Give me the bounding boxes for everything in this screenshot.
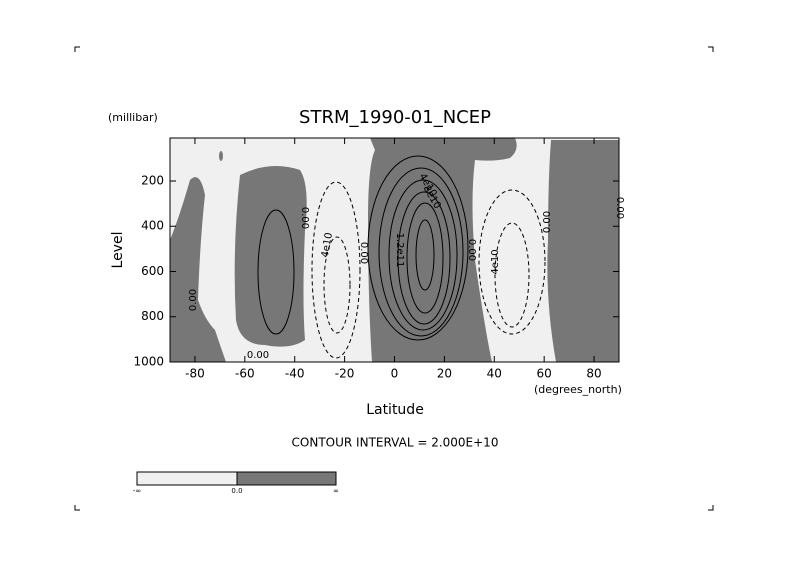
- contour-label: 0.00: [247, 350, 269, 361]
- x-tick-label: 60: [537, 367, 552, 381]
- contour-label: 0.00: [542, 211, 553, 233]
- x-label: Latitude: [366, 402, 424, 418]
- y-tick-label: 600: [141, 264, 164, 278]
- contour-label: 4e10: [320, 232, 335, 259]
- y-tick-label: 200: [141, 173, 164, 187]
- contour-label: 0.00: [614, 197, 625, 219]
- x-tick-label: 80: [586, 367, 601, 381]
- contour-label: 4e10: [490, 249, 501, 274]
- contour-label: 0.00: [358, 242, 369, 264]
- colorbar-label: -∞: [133, 487, 141, 495]
- corner-marks: [74, 46, 714, 511]
- contour-label: 1.2e11: [394, 233, 405, 268]
- contour-label: 0.00: [188, 289, 199, 311]
- x-tick-label: -60: [235, 367, 255, 381]
- x-tick-label: -40: [285, 367, 305, 381]
- chart-title: STRM_1990-01_NCEP: [299, 107, 491, 128]
- x-tick-label: 20: [437, 367, 452, 381]
- y-unit: (millibar): [108, 111, 158, 124]
- y-tick-label: 1000: [133, 355, 164, 369]
- x-unit: (degrees_north): [534, 383, 622, 396]
- colorbar-low: [136, 471, 238, 486]
- x-tick-label: -20: [335, 367, 355, 381]
- contour-interval: CONTOUR INTERVAL = 2.000E+10: [292, 436, 499, 450]
- x-tick-label: 40: [487, 367, 502, 381]
- x-tick-label: 0: [391, 367, 399, 381]
- colorbar-label: ∞: [333, 487, 339, 495]
- y-tick-label: 800: [141, 309, 164, 323]
- y-tick-label: 400: [141, 219, 164, 233]
- y-label: Level: [110, 232, 126, 269]
- colorbar-high: [236, 471, 337, 486]
- colorbar-label: 0.0: [231, 487, 242, 495]
- contour-label: 0.00: [466, 239, 477, 261]
- contour-field: [169, 137, 620, 363]
- x-tick-label: -80: [185, 367, 205, 381]
- contour-label: 0.00: [299, 207, 310, 229]
